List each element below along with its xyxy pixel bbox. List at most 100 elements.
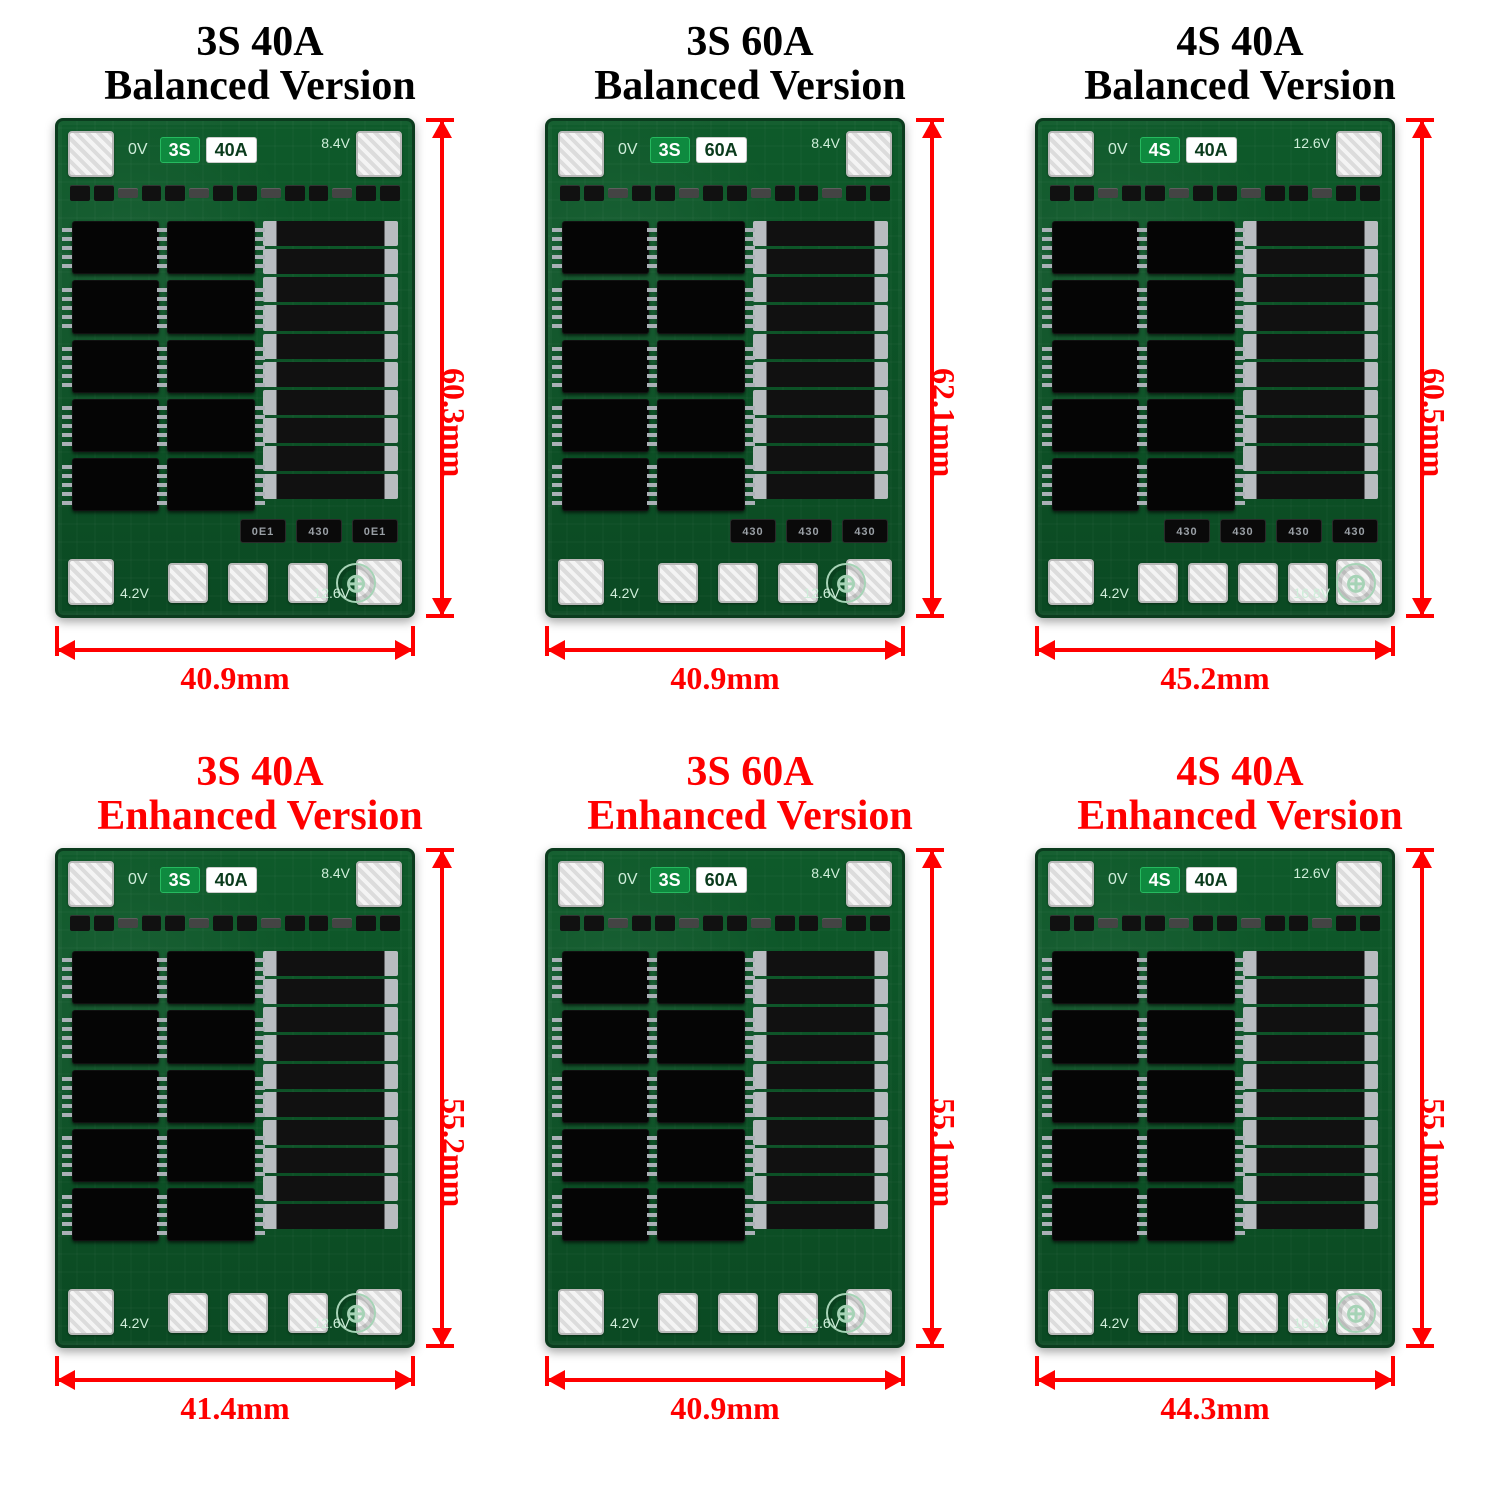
- silk-bottom-voltages: 4.2V 12.6V: [120, 585, 350, 601]
- silk-bot-left: 4.2V: [120, 585, 149, 601]
- dimension-height: 55.1mm: [912, 848, 970, 1348]
- mosfet: [72, 1188, 159, 1241]
- solder-pad-corner: [68, 131, 114, 177]
- solder-pad-corner: [1336, 131, 1382, 177]
- smd-column: [753, 951, 888, 1241]
- dimension-width: 40.9mm: [55, 626, 415, 696]
- silk-bot-right: 16.8V: [1293, 1315, 1330, 1331]
- pcb-board: 0V3S40A8.4V⊕4.2V12.6V: [55, 848, 415, 1348]
- mosfet: [1147, 1070, 1234, 1123]
- silk-amp-chip: 40A: [1186, 137, 1237, 163]
- solder-pad-corner: [1048, 861, 1094, 907]
- mosfet: [562, 399, 649, 452]
- silk-series-chip: 4S: [1140, 137, 1180, 163]
- mosfet: [72, 951, 159, 1004]
- mosfet-area: [72, 221, 398, 511]
- mosfet: [562, 458, 649, 511]
- silk-series-chip: 4S: [1140, 867, 1180, 893]
- mosfet: [1147, 458, 1234, 511]
- dimension-width-label: 40.9mm: [545, 662, 905, 694]
- dimension-width: 44.3mm: [1035, 1356, 1395, 1426]
- mosfet: [167, 340, 254, 393]
- mosfet: [657, 399, 744, 452]
- mosfet: [657, 1070, 744, 1123]
- mosfet: [657, 1010, 744, 1063]
- dimension-height-label: 55.2mm: [438, 1098, 470, 1207]
- dimension-height-label: 60.3mm: [438, 368, 470, 477]
- dimension-height: 55.1mm: [1402, 848, 1460, 1348]
- silkscreen-label-bar: 0V3S60A: [618, 135, 747, 165]
- mosfet: [72, 399, 159, 452]
- board-figure: 0V3S40A8.4V⊕4.2V12.6V55.2mm41.4mm: [40, 848, 480, 1428]
- silk-top-voltage: 8.4V: [321, 865, 350, 881]
- smd-column: [1243, 221, 1378, 511]
- mosfet-area: [1052, 951, 1378, 1241]
- silk-series-chip: 3S: [160, 137, 200, 163]
- mosfet-area: [562, 951, 888, 1241]
- mosfet-area: [1052, 221, 1378, 511]
- smd-column: [263, 951, 398, 1241]
- silk-bot-right: 12.6V: [313, 585, 350, 601]
- mosfet: [1052, 1010, 1139, 1063]
- silk-bot-right: 12.6V: [313, 1315, 350, 1331]
- solder-pad-corner: [68, 861, 114, 907]
- silk-top-voltage: 8.4V: [811, 135, 840, 151]
- mosfet: [1147, 951, 1234, 1004]
- dimension-height-label: 55.1mm: [928, 1098, 960, 1207]
- mosfet: [562, 951, 649, 1004]
- smd-column: [1243, 951, 1378, 1241]
- mosfet: [1147, 280, 1234, 333]
- mosfet: [562, 1129, 649, 1182]
- resistor: 430: [1332, 519, 1378, 543]
- pcb-board: 0V3S60A8.4V430430430⊕4.2V12.6V: [545, 118, 905, 618]
- silk-0v: 0V: [618, 141, 638, 159]
- dimension-width: 40.9mm: [545, 1356, 905, 1426]
- mosfet: [1147, 1129, 1234, 1182]
- mosfet: [167, 458, 254, 511]
- silk-bot-left: 4.2V: [610, 585, 639, 601]
- mosfet: [167, 1129, 254, 1182]
- dimension-width-label: 45.2mm: [1035, 662, 1395, 694]
- solder-pad-corner: [846, 861, 892, 907]
- silk-top-voltage: 12.6V: [1293, 135, 1330, 151]
- mosfet: [1052, 1129, 1139, 1182]
- silkscreen-label-bar: 0V4S40A: [1108, 135, 1237, 165]
- mosfet: [1052, 1188, 1139, 1241]
- mosfet: [1147, 1188, 1234, 1241]
- mosfet: [562, 1188, 649, 1241]
- mosfet-area: [72, 951, 398, 1241]
- silkscreen-label-bar: 0V3S40A: [128, 135, 257, 165]
- mosfet: [657, 458, 744, 511]
- solder-pad-corner: [68, 559, 114, 605]
- mosfet: [657, 1129, 744, 1182]
- mosfet: [167, 280, 254, 333]
- mosfet: [657, 340, 744, 393]
- board-title: 3S 60A Balanced Version: [594, 20, 906, 108]
- board-figure: 0V3S60A8.4V430430430⊕4.2V12.6V62.1mm40.9…: [530, 118, 970, 698]
- mosfet-area: [562, 221, 888, 511]
- mosfet: [657, 221, 744, 274]
- mosfet: [1147, 340, 1234, 393]
- dimension-width-label: 40.9mm: [55, 662, 415, 694]
- silk-bot-left: 4.2V: [1100, 585, 1129, 601]
- board-title: 4S 40A Enhanced Version: [1077, 750, 1403, 838]
- resistor: 430: [1276, 519, 1322, 543]
- board-figure: 0V3S60A8.4V⊕4.2V12.6V55.1mm40.9mm: [530, 848, 970, 1428]
- resistor-row: 430430430: [562, 519, 888, 547]
- board-cell: 4S 40A Enhanced Version0V4S40A12.6V⊕4.2V…: [1010, 750, 1470, 1470]
- dimension-width: 40.9mm: [545, 626, 905, 696]
- board-cell: 3S 60A Enhanced Version0V3S60A8.4V⊕4.2V1…: [520, 750, 980, 1470]
- board-cell: 3S 40A Enhanced Version0V3S40A8.4V⊕4.2V1…: [30, 750, 490, 1470]
- mosfet: [1052, 399, 1139, 452]
- mosfet: [1052, 280, 1139, 333]
- silkscreen-label-bar: 0V3S40A: [128, 865, 257, 895]
- dimension-width-label: 44.3mm: [1035, 1392, 1395, 1424]
- board-title: 3S 40A Enhanced Version: [97, 750, 423, 838]
- resistor: 430: [296, 519, 342, 543]
- resistor: 430: [786, 519, 832, 543]
- silk-series-chip: 3S: [650, 137, 690, 163]
- solder-pad-corner: [356, 861, 402, 907]
- plus-pad-icon: ⊕: [1336, 1293, 1376, 1333]
- mosfet: [167, 399, 254, 452]
- board-figure: 0V4S40A12.6V⊕4.2V16.8V55.1mm44.3mm: [1020, 848, 1460, 1428]
